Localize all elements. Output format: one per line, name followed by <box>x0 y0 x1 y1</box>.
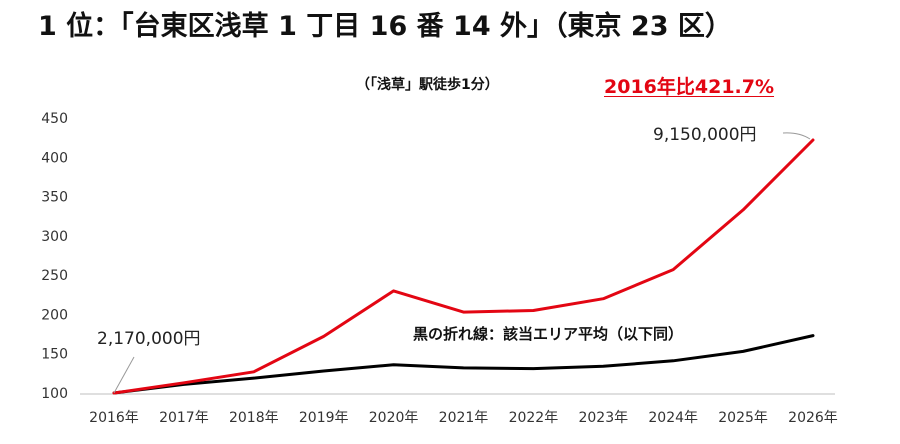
area-average-note: 黒の折れ線：該当エリア平均（以下同） <box>413 325 683 343</box>
x-tick-label: 2017年 <box>159 410 209 426</box>
annotation-end-price: 9,150,000円 <box>653 125 757 145</box>
y-tick-label: 450 <box>41 111 68 127</box>
series-lines <box>112 138 815 395</box>
x-tick-label: 2023年 <box>578 410 628 426</box>
y-tick-label: 300 <box>41 229 68 245</box>
x-tick-label: 2025年 <box>718 410 768 426</box>
x-tick-label: 2019年 <box>299 410 349 426</box>
y-tick-label: 250 <box>41 268 68 284</box>
annotation-leader-end <box>782 132 811 140</box>
annotation-start-price: 2,170,000円 <box>97 329 201 349</box>
y-tick-label: 100 <box>41 386 68 402</box>
x-tick-label: 2018年 <box>229 410 279 426</box>
x-tick-label: 2026年 <box>788 410 838 426</box>
growth-headline: 2016年比421.7% <box>604 76 775 98</box>
x-tick-label: 2024年 <box>648 410 698 426</box>
y-tick-label: 150 <box>41 347 68 363</box>
y-tick-label: 400 <box>41 150 68 166</box>
x-tick-label: 2016年 <box>89 410 139 426</box>
x-tick-label: 2020年 <box>369 410 419 426</box>
annotation-leader-start <box>113 356 135 394</box>
x-tick-label: 2021年 <box>439 410 489 426</box>
chart-subtitle: （「浅草」駅徒歩1分） <box>356 77 499 93</box>
page-title: 1 位：「台東区浅草 1 丁目 16 番 14 外」（東京 23 区） <box>38 11 732 42</box>
series-line-site <box>112 138 815 395</box>
x-axis-ticks: 2016年 2017年 2018年 2019年 2020年 2021年 2022年 2023年… <box>89 410 838 426</box>
y-tick-label: 200 <box>41 307 68 323</box>
series-line-area-average <box>112 334 815 395</box>
y-tick-label: 350 <box>41 190 68 206</box>
x-tick-label: 2022年 <box>509 410 559 426</box>
y-axis-ticks: 100 150 200 250 300 350 400 450 <box>41 111 68 402</box>
